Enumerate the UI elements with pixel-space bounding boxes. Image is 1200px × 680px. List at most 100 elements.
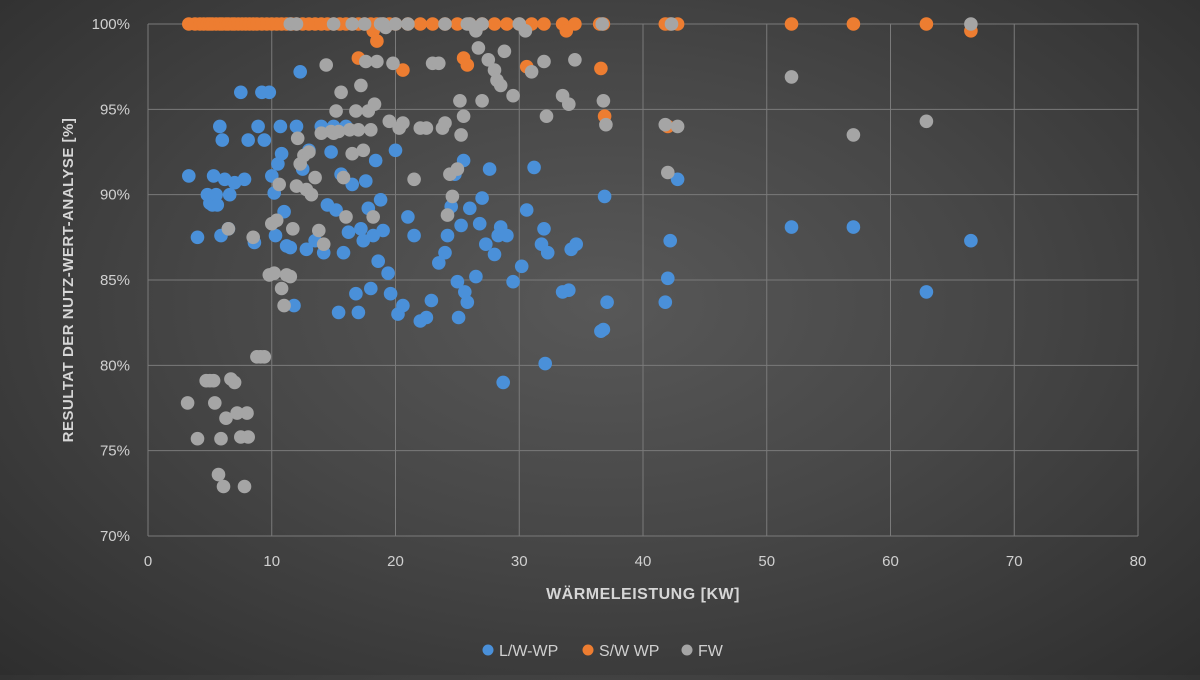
data-point xyxy=(506,274,520,289)
x-tick-label: 40 xyxy=(635,553,652,570)
data-point xyxy=(277,298,291,313)
data-point xyxy=(283,269,298,284)
data-point xyxy=(419,310,434,325)
data-point xyxy=(371,254,386,268)
data-point xyxy=(257,350,272,364)
data-point xyxy=(227,375,242,390)
data-point xyxy=(432,256,446,270)
data-point xyxy=(359,174,373,188)
data-point xyxy=(180,396,195,410)
data-point xyxy=(381,266,395,281)
data-point xyxy=(269,213,284,228)
data-point xyxy=(324,145,338,159)
data-points xyxy=(180,17,978,494)
data-point xyxy=(336,245,351,260)
data-point xyxy=(518,24,533,38)
data-point xyxy=(246,230,260,245)
data-point xyxy=(262,85,277,100)
data-point xyxy=(450,162,465,176)
data-point xyxy=(331,124,346,139)
data-point xyxy=(206,373,221,388)
x-tick-label: 80 xyxy=(1130,553,1147,570)
data-point xyxy=(438,17,452,31)
y-tick-label: 70% xyxy=(100,528,130,545)
data-point xyxy=(453,94,467,108)
data-point xyxy=(241,430,255,444)
legend-marker xyxy=(681,644,693,656)
data-point xyxy=(594,61,608,76)
data-point xyxy=(336,170,351,185)
y-tick-label: 80% xyxy=(100,357,130,374)
data-point xyxy=(597,189,612,204)
data-point xyxy=(215,133,230,147)
data-point xyxy=(846,220,861,234)
data-point xyxy=(456,109,471,123)
data-point xyxy=(396,63,410,77)
data-point xyxy=(376,223,390,238)
data-point xyxy=(600,295,614,310)
legend-label: S/W WP xyxy=(599,643,659,660)
data-point xyxy=(216,479,231,494)
data-point xyxy=(595,17,609,31)
data-point xyxy=(599,117,613,132)
x-tick-label: 60 xyxy=(882,553,899,570)
data-point xyxy=(240,406,254,420)
x-axis-ticks: 0 10 20 30 40 50 60 70 80 xyxy=(144,553,1147,570)
data-point xyxy=(364,281,378,296)
data-point xyxy=(537,17,551,31)
data-point xyxy=(237,172,252,187)
data-point xyxy=(407,228,421,243)
data-point xyxy=(373,193,388,207)
data-point xyxy=(460,295,475,310)
data-point xyxy=(222,187,237,202)
data-point xyxy=(487,17,502,31)
data-point xyxy=(356,143,371,158)
data-point xyxy=(241,133,255,147)
data-point xyxy=(540,245,555,260)
data-point xyxy=(339,210,353,224)
data-point xyxy=(383,286,398,301)
y-tick-label: 85% xyxy=(100,272,130,289)
legend-label: FW xyxy=(698,643,724,660)
data-point xyxy=(304,187,319,202)
data-point xyxy=(663,233,677,248)
data-point xyxy=(357,17,372,31)
data-point xyxy=(661,165,675,180)
data-point xyxy=(475,17,489,31)
data-point xyxy=(500,228,514,243)
data-point xyxy=(368,153,383,168)
data-point xyxy=(370,54,384,69)
data-point xyxy=(524,65,539,79)
data-point xyxy=(424,293,439,308)
x-tick-label: 0 xyxy=(144,553,152,570)
y-tick-label: 90% xyxy=(100,187,130,204)
data-point xyxy=(568,53,582,67)
data-point xyxy=(289,17,304,31)
legend-label: L/W-WP xyxy=(499,643,558,660)
data-point xyxy=(670,172,685,187)
x-tick-label: 50 xyxy=(758,553,775,570)
data-point xyxy=(919,114,934,129)
data-point xyxy=(784,17,799,31)
data-point xyxy=(458,285,472,299)
data-point xyxy=(308,170,322,185)
y-axis-label: RESULTAT DER NUTZ-WERT-ANALYSE [%] xyxy=(60,118,77,443)
data-point xyxy=(234,85,248,100)
data-point xyxy=(846,128,861,142)
data-point xyxy=(670,119,685,134)
data-point xyxy=(349,286,363,301)
data-point xyxy=(208,396,222,410)
data-point xyxy=(182,169,196,183)
data-point xyxy=(219,411,233,426)
data-point xyxy=(354,78,368,93)
data-point xyxy=(537,222,551,236)
grid-lines xyxy=(147,23,1139,537)
series-2 xyxy=(180,17,978,494)
data-point xyxy=(366,210,381,224)
data-point xyxy=(211,467,226,482)
data-point xyxy=(272,177,287,192)
data-point xyxy=(407,172,421,187)
data-point xyxy=(287,298,301,313)
data-point xyxy=(351,123,366,137)
